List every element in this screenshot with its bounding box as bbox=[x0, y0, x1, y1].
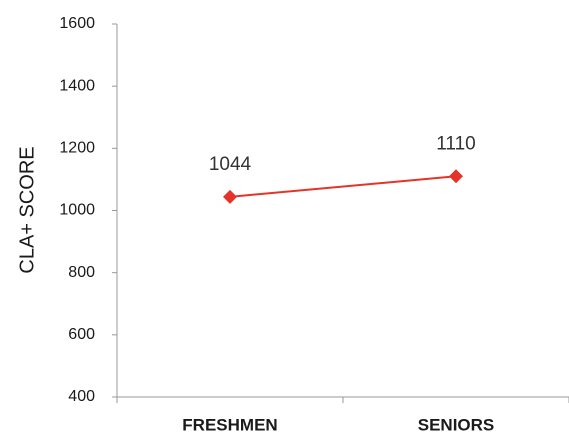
y-tick-label: 1200 bbox=[59, 140, 95, 157]
y-tick-label: 1600 bbox=[59, 15, 95, 32]
data-label: 1044 bbox=[209, 154, 252, 175]
marker bbox=[449, 169, 463, 184]
y-tick-label: 600 bbox=[68, 326, 95, 343]
x-tick-label: FRESHMEN bbox=[182, 415, 277, 434]
y-tick-label: 400 bbox=[68, 388, 95, 405]
x-tick-label: SENIORS bbox=[418, 415, 495, 434]
marker bbox=[223, 189, 237, 204]
y-axis-label: CLA+ SCORE bbox=[16, 146, 38, 273]
y-tick-label: 1000 bbox=[59, 202, 95, 219]
y-tick-label: 800 bbox=[68, 264, 95, 281]
y-tick-label: 1400 bbox=[59, 77, 95, 94]
line bbox=[229, 175, 457, 198]
data-label: 1110 bbox=[436, 133, 475, 154]
